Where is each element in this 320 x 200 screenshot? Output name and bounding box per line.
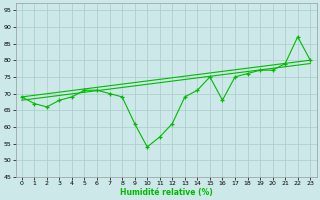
X-axis label: Humidité relative (%): Humidité relative (%) (120, 188, 212, 197)
